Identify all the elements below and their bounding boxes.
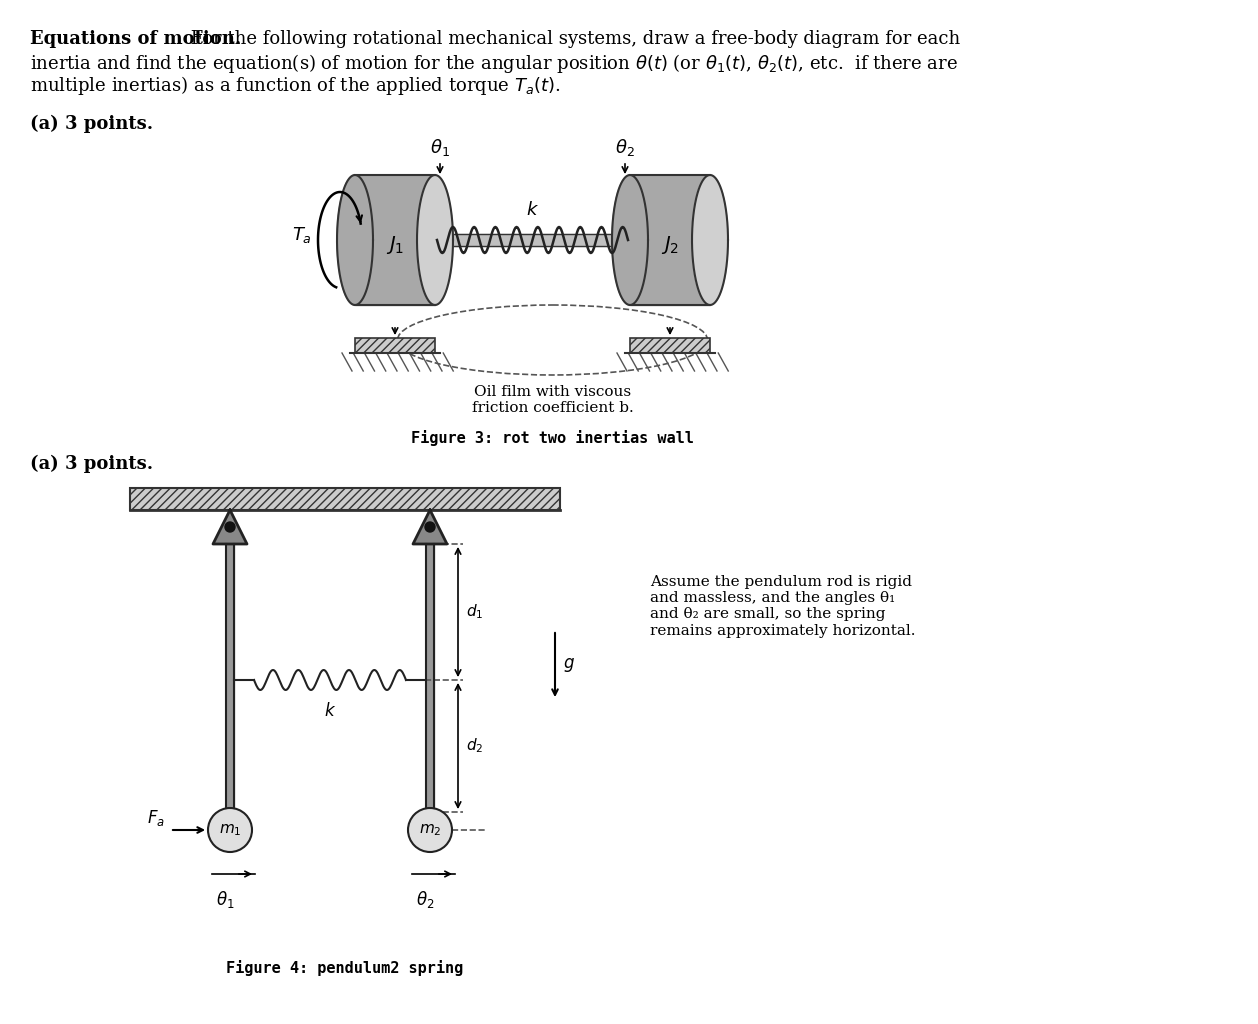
Bar: [630, 338, 710, 353]
Text: $k$: $k$: [323, 702, 336, 720]
Circle shape: [225, 522, 235, 532]
Polygon shape: [213, 510, 247, 544]
Circle shape: [408, 808, 452, 852]
Text: $d_1$: $d_1$: [465, 603, 483, 622]
Text: $J_2$: $J_2$: [660, 234, 679, 256]
Text: Figure 3: rot two inertias wall: Figure 3: rot two inertias wall: [411, 430, 694, 446]
Polygon shape: [226, 544, 234, 830]
Text: $d_2$: $d_2$: [465, 736, 483, 756]
Polygon shape: [630, 175, 710, 305]
Polygon shape: [416, 175, 453, 305]
Text: Assume the pendulum rod is rigid
and massless, and the angles θ₁
and θ₂ are smal: Assume the pendulum rod is rigid and mas…: [650, 575, 916, 638]
Polygon shape: [440, 234, 625, 246]
Circle shape: [208, 808, 252, 852]
Polygon shape: [692, 175, 728, 305]
Text: multiple inertias) as a function of the applied torque $T_a(t)$.: multiple inertias) as a function of the …: [30, 74, 561, 97]
Text: $g$: $g$: [564, 656, 575, 674]
Text: $T_a$: $T_a$: [292, 225, 312, 245]
Polygon shape: [611, 175, 648, 305]
Text: inertia and find the equation(s) of motion for the angular position $\theta(t)$ : inertia and find the equation(s) of moti…: [30, 52, 959, 75]
Text: Figure 4: pendulum2 spring: Figure 4: pendulum2 spring: [226, 961, 464, 976]
Bar: [355, 338, 435, 353]
Text: (a) 3 points.: (a) 3 points.: [30, 455, 153, 473]
Text: $\theta_1$: $\theta_1$: [215, 889, 234, 910]
Text: (a) 3 points.: (a) 3 points.: [30, 115, 153, 133]
Polygon shape: [426, 544, 434, 830]
Polygon shape: [413, 510, 447, 544]
Text: Oil film with viscous
friction coefficient b.: Oil film with viscous friction coefficie…: [472, 385, 633, 415]
Text: $J_1$: $J_1$: [386, 234, 404, 256]
Text: $F_a$: $F_a$: [147, 808, 165, 828]
Text: $\theta_2$: $\theta_2$: [615, 136, 635, 158]
Text: Equations of motion.: Equations of motion.: [30, 30, 242, 48]
Polygon shape: [337, 175, 374, 305]
Circle shape: [425, 522, 435, 532]
Polygon shape: [355, 175, 435, 305]
Text: $\theta_1$: $\theta_1$: [430, 136, 450, 158]
Text: For the following rotational mechanical systems, draw a free-body diagram for ea: For the following rotational mechanical …: [185, 30, 960, 48]
Text: $m_2$: $m_2$: [419, 822, 442, 838]
Text: $\theta_2$: $\theta_2$: [416, 889, 434, 910]
Text: $m_1$: $m_1$: [219, 822, 242, 838]
Bar: [130, 488, 560, 510]
Text: $k$: $k$: [526, 201, 538, 219]
